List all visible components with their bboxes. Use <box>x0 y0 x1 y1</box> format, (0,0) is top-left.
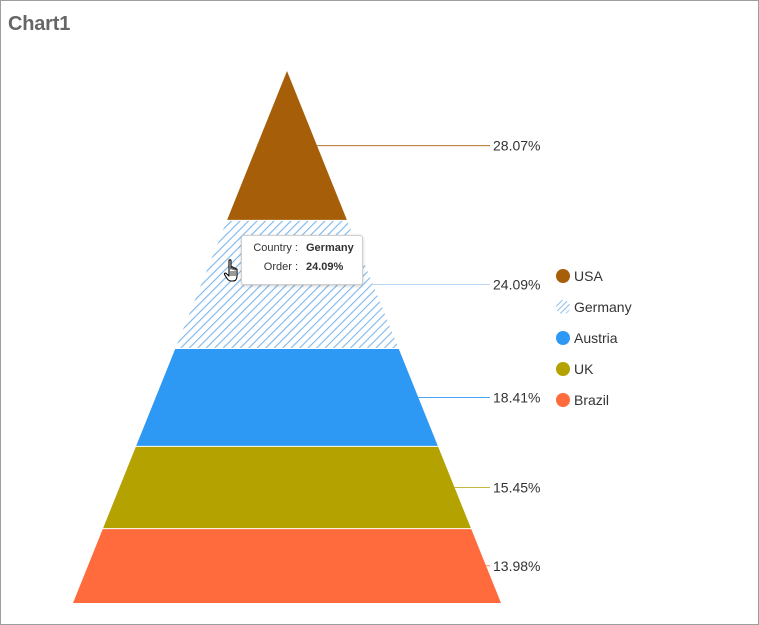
tooltip-order-key: Order : <box>263 261 298 273</box>
legend-label-usa[interactable]: USA <box>574 268 603 284</box>
data-label-austria: 18.41% <box>493 389 540 405</box>
data-label-brazil: 13.98% <box>493 558 540 574</box>
legend-marker-usa[interactable] <box>556 269 570 283</box>
legend-label-brazil[interactable]: Brazil <box>574 392 609 408</box>
legend-label-austria[interactable]: Austria <box>574 330 618 346</box>
legend-marker-germany[interactable] <box>556 300 570 314</box>
pyramid-segment-uk[interactable] <box>103 446 471 529</box>
chart-tooltip: Country : Germany Order : 24.09% <box>241 235 363 285</box>
pyramid-segment-austria[interactable] <box>136 348 438 446</box>
tooltip-country-value: Germany <box>306 242 354 254</box>
chart-title: Chart1 <box>8 13 71 35</box>
data-label-uk: 15.45% <box>493 480 540 496</box>
data-label-germany: 24.09% <box>493 276 540 292</box>
pyramid-segment-usa[interactable] <box>227 71 347 220</box>
pyramid-segment-brazil[interactable] <box>73 529 501 603</box>
tooltip-country-key: Country : <box>253 242 298 254</box>
legend-label-uk[interactable]: UK <box>574 361 594 377</box>
legend-label-germany[interactable]: Germany <box>574 299 632 315</box>
legend-marker-uk[interactable] <box>556 362 570 376</box>
legend-marker-austria[interactable] <box>556 331 570 345</box>
data-label-usa: 28.07% <box>493 138 540 154</box>
legend-marker-brazil[interactable] <box>556 393 570 407</box>
hand-pointer-icon <box>223 259 238 282</box>
tooltip-order-value: 24.09% <box>306 261 344 273</box>
